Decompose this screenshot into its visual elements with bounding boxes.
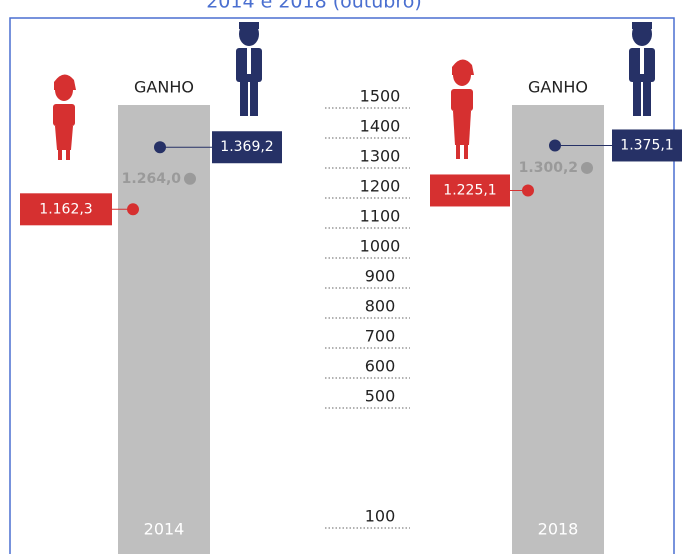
tick-label: 1100 <box>360 207 401 226</box>
tick-label: 100 <box>365 507 396 526</box>
dot <box>127 203 139 215</box>
chart-title: 2014 e 2018 (outubro) <box>206 0 422 13</box>
value-label: 1.300,2 <box>519 160 578 176</box>
dot <box>184 173 196 185</box>
tick-label: 1000 <box>360 237 401 256</box>
year-label: 2018 <box>538 520 579 539</box>
dot <box>522 184 534 196</box>
column-label: GANHO <box>528 78 588 97</box>
value-label: 1.264,0 <box>122 171 182 187</box>
year-label: 2014 <box>144 520 185 539</box>
tick-label: 1200 <box>360 177 401 196</box>
tick-label: 700 <box>365 327 396 346</box>
man-icon <box>629 22 655 116</box>
dot <box>154 141 166 153</box>
tick-label: 1300 <box>360 147 401 166</box>
value-label: 1.225,1 <box>443 182 496 198</box>
tick-label: 1400 <box>360 117 401 136</box>
value-label: 1.375,1 <box>620 137 673 153</box>
tick-label: 500 <box>365 387 396 406</box>
woman-icon <box>451 59 474 159</box>
woman-icon <box>53 74 76 160</box>
chart: 2014 e 2018 (outubro) 1500 1400 1300 1200 11… <box>0 0 684 554</box>
dot <box>549 139 561 151</box>
tick-label: 800 <box>365 297 396 316</box>
tick-label: 1500 <box>360 87 401 106</box>
tick-label: 900 <box>365 267 396 286</box>
value-label: 1.162,3 <box>39 201 92 217</box>
column-label: GANHO <box>134 78 194 97</box>
tick-label: 600 <box>365 357 396 376</box>
man-icon <box>236 22 262 116</box>
dot <box>581 162 593 174</box>
value-label: 1.369,2 <box>220 139 273 155</box>
